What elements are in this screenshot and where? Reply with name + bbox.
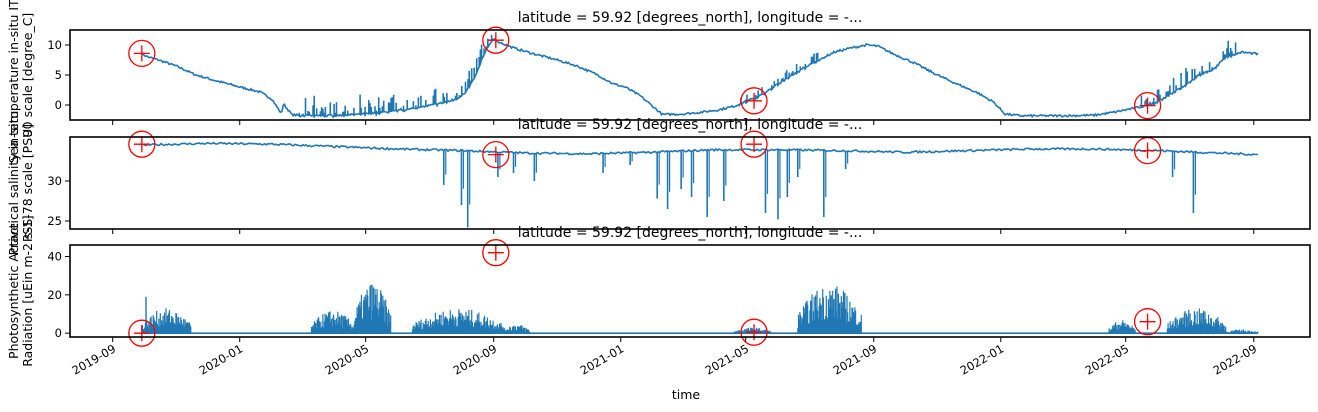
x-tick-label: 2022-05 (1083, 341, 1132, 377)
panel-title: latitude = 59.92 [degrees_north], longit… (518, 225, 863, 241)
y-tick-label: 20 (47, 288, 62, 302)
marker-circle (740, 87, 768, 115)
series-group (141, 141, 1258, 228)
x-tick-label: 2020-09 (451, 341, 500, 377)
marker-circle (482, 239, 510, 267)
y-axis-label-line: PSS-78 scale [PSU] (20, 124, 35, 242)
par-burst (1108, 320, 1136, 334)
panel-title: latitude = 59.92 [degrees_north], longit… (518, 10, 863, 26)
sample-marker (482, 239, 510, 267)
y-axis-label-line: Photosynthetic Active (6, 223, 21, 359)
par-burst (310, 311, 355, 334)
x-tick-label: 2020-05 (323, 341, 372, 377)
y-axis-label-line: Radiation [uEin m-2 s-1] (20, 215, 35, 367)
par-burst (1225, 329, 1259, 334)
x-tick-label: 2021-09 (831, 341, 880, 377)
marker-circle (482, 140, 510, 169)
axes-frame (69, 136, 1311, 230)
par-burst (502, 325, 530, 334)
x-tick-label: 2022-09 (1211, 341, 1260, 377)
y-axis-label-line: Sea temperature in-situ ITS- (6, 0, 21, 163)
sample-marker (482, 26, 510, 54)
par-burst (141, 308, 192, 334)
marker-circle (128, 319, 156, 347)
x-tick-label: 2019-09 (70, 341, 119, 377)
panel-3: latitude = 59.92 [degrees_north], longit… (6, 215, 1311, 378)
y-tick-label: 5 (55, 68, 62, 82)
panel-2: latitude = 59.92 [degrees_north], longit… (6, 111, 1311, 256)
salinity-line (141, 141, 1258, 156)
x-axis-label: time (672, 387, 701, 402)
x-tick-label: 2020-01 (197, 341, 246, 377)
par-burst (353, 284, 392, 334)
sample-marker (482, 140, 510, 169)
axes-frame (69, 29, 1311, 121)
series-group (141, 34, 1259, 119)
marker-circle (128, 39, 156, 68)
sample-marker (128, 130, 156, 158)
y-tick-label: 10 (47, 38, 62, 52)
par-burst (411, 309, 504, 334)
sample-marker (128, 39, 156, 68)
marker-circle (128, 130, 156, 158)
y-axis-label-line: 90 scale [degree_C] (20, 13, 35, 138)
y-tick-label: 0 (55, 98, 62, 112)
y-tick-label: 25 (47, 214, 62, 228)
y-tick-label: 0 (55, 326, 62, 340)
marker-circle (1133, 91, 1162, 120)
y-tick-label: 30 (47, 174, 62, 188)
x-tick-label: 2021-01 (578, 341, 627, 377)
marker-circle (740, 318, 768, 346)
panel-title: latitude = 59.92 [degrees_north], longit… (518, 117, 863, 133)
y-axis-label-line: Practical salinity in-situ (6, 111, 21, 256)
sample-marker (128, 319, 156, 347)
marker-circle (482, 26, 510, 54)
marker-circle (1133, 308, 1162, 336)
axes-frame (69, 244, 1311, 338)
x-tick-label: 2022-01 (958, 341, 1007, 377)
panel-1: latitude = 59.92 [degrees_north], longit… (6, 0, 1311, 163)
sample-marker (1133, 308, 1162, 336)
series-group (141, 284, 1259, 334)
y-tick-label: 40 (47, 250, 62, 264)
par-burst (797, 286, 862, 334)
sample-marker (1133, 91, 1162, 120)
marker-circle (740, 130, 768, 158)
x-tick-label: 2021-05 (703, 341, 752, 377)
temperature-line (141, 34, 1259, 119)
sample-marker (740, 130, 768, 158)
sample-marker (740, 87, 768, 115)
par-burst (1166, 308, 1227, 334)
